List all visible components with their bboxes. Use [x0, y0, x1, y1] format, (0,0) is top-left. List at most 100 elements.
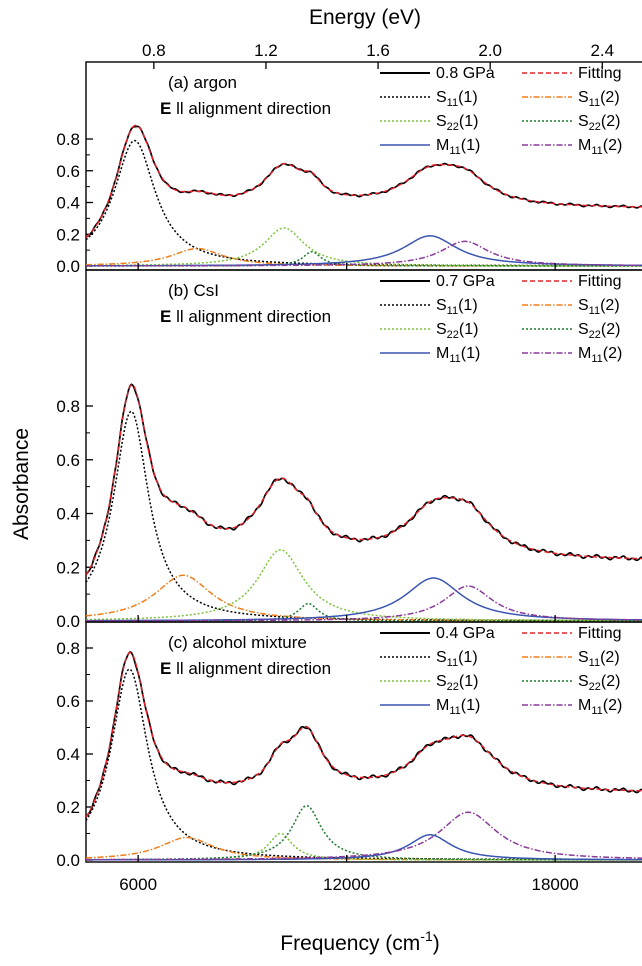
- panel-curves: [86, 651, 642, 861]
- legend-label-sub: 22: [589, 329, 601, 341]
- top-axis-title: Energy (eV): [309, 6, 421, 29]
- y-tick-label: 0.6: [56, 162, 80, 181]
- panel-frame: [85, 61, 642, 271]
- series-m11-2: [86, 240, 642, 267]
- legend-label: M11(2): [578, 345, 622, 365]
- x-axis-title-sup: -1: [420, 928, 433, 944]
- series-m11-2: [86, 585, 642, 622]
- legend-label-sub: 22: [447, 121, 459, 133]
- panel-curves: [86, 383, 642, 622]
- legend-label-main: M: [436, 697, 449, 714]
- x-axis-title-main: Frequency (cm: [280, 932, 420, 955]
- legend-label: S11(2): [578, 89, 620, 109]
- legend-label-tail: (1): [458, 89, 478, 106]
- y-tick-label: 0.2: [56, 225, 80, 244]
- series-data: [86, 125, 642, 239]
- legend-label-tail: (2): [600, 297, 620, 314]
- legend-label-tail: (2): [600, 89, 620, 106]
- top-tick-label: 1.6: [366, 41, 390, 60]
- legend-label-main: M: [436, 137, 449, 154]
- legend-label-sub: 22: [447, 329, 459, 341]
- legend-label-sub: 22: [589, 681, 601, 693]
- legend-label-tail: (1): [459, 321, 479, 338]
- y-tick-label: 0.6: [56, 692, 80, 711]
- y-tick-label: 0.2: [56, 798, 80, 817]
- legend-label-sub: 11: [447, 305, 458, 317]
- legend-label-main: M: [436, 345, 449, 362]
- legend-label-main: S: [436, 113, 447, 130]
- x-tick-label: 18000: [531, 875, 578, 894]
- legend-label-sub: 11: [447, 657, 458, 669]
- legend-label: S22(1): [436, 321, 478, 341]
- legend-label: M11(1): [436, 345, 480, 365]
- legend-label-sub: 11: [449, 353, 460, 365]
- series-m11-2: [86, 811, 642, 861]
- legend-label-main: S: [436, 673, 447, 690]
- y-tick-label: 0.4: [56, 745, 80, 764]
- legend-label-sub: 11: [591, 705, 602, 717]
- legend-label-sub: 11: [589, 657, 600, 669]
- series-s22-1: [86, 549, 642, 622]
- legend-label-main: M: [578, 345, 591, 362]
- top-tick-label: 2.4: [590, 41, 614, 60]
- legend-label-tail: (1): [458, 649, 478, 666]
- subtitle-bold: E: [160, 99, 171, 118]
- y-tick-label: 0.8: [56, 130, 80, 149]
- y-tick-label: 0.0: [56, 257, 80, 276]
- series-fitting: [86, 383, 642, 576]
- panel-label: (c) alcohol mixture: [168, 633, 307, 652]
- legend-label-main: S: [578, 673, 589, 690]
- legend-label-main: S: [436, 321, 447, 338]
- legend-label-main: S: [436, 649, 447, 666]
- subtitle-rest: ll alignment direction: [171, 659, 331, 678]
- x-tick-label: 12000: [323, 875, 370, 894]
- legend-label: 0.7 GPa: [436, 273, 495, 290]
- legend-label-main: M: [578, 697, 591, 714]
- series-s22-2: [86, 804, 642, 861]
- series-m11-1: [86, 834, 642, 861]
- series-data: [86, 383, 642, 576]
- y-tick-label: 0.8: [56, 639, 80, 658]
- legend-label-main: S: [578, 89, 589, 106]
- series-s11-1: [86, 410, 642, 622]
- panel-label: (a) argon: [168, 73, 237, 92]
- panel-b: 0.0 0.2 0.4 0.6 0.8 (b) CsI E ll alignment dir…: [56, 269, 642, 631]
- series-m11-1: [86, 235, 642, 267]
- legend-label-main: S: [578, 297, 589, 314]
- series-s22-1: [86, 227, 642, 267]
- top-tick-label: 2.0: [478, 41, 502, 60]
- legend-label-tail: (1): [461, 697, 481, 714]
- series-s11-1: [86, 139, 642, 267]
- top-axis: 0.8 1.2 1.6 2.0 2.4: [142, 41, 614, 69]
- panel-frame: [85, 621, 642, 863]
- y-tick-label: 0.0: [56, 851, 80, 870]
- legend-label: S11(1): [436, 89, 478, 109]
- series-fitting: [86, 651, 642, 818]
- legend-label-tail: (1): [461, 137, 481, 154]
- legend-label-main: S: [578, 649, 589, 666]
- legend-label-tail: (2): [603, 697, 623, 714]
- legend-label-main: S: [436, 89, 447, 106]
- series-s11-1: [86, 668, 642, 861]
- legend-label: M11(2): [578, 137, 622, 157]
- series-fitting: [86, 124, 642, 238]
- legend-label: S22(2): [578, 673, 620, 693]
- top-tick-label: 1.2: [254, 41, 278, 60]
- x-axis-title-close: ): [433, 932, 440, 955]
- legend-label-sub: 11: [591, 145, 602, 157]
- subtitle-bold: E: [160, 659, 171, 678]
- panel-subtitle: E ll alignment direction: [160, 659, 331, 678]
- panel-label: (b) CsI: [168, 281, 219, 300]
- legend-label-tail: (2): [601, 321, 621, 338]
- legend-label-tail: (2): [600, 649, 620, 666]
- subtitle-bold: E: [160, 307, 171, 326]
- legend-label-sub: 11: [449, 145, 460, 157]
- panel-c: 0.0 0.2 0.4 0.6 0.8 (c) alcohol mixture E ll a…: [56, 621, 642, 870]
- panel-curves: [86, 124, 642, 267]
- legend-label: Fitting: [578, 625, 622, 642]
- legend-label: M11(2): [578, 697, 622, 717]
- bottom-axis: 6000 12000 18000: [119, 875, 579, 894]
- x-axis-title: Frequency (cm-1): [280, 928, 440, 955]
- legend-label-tail: (1): [459, 113, 479, 130]
